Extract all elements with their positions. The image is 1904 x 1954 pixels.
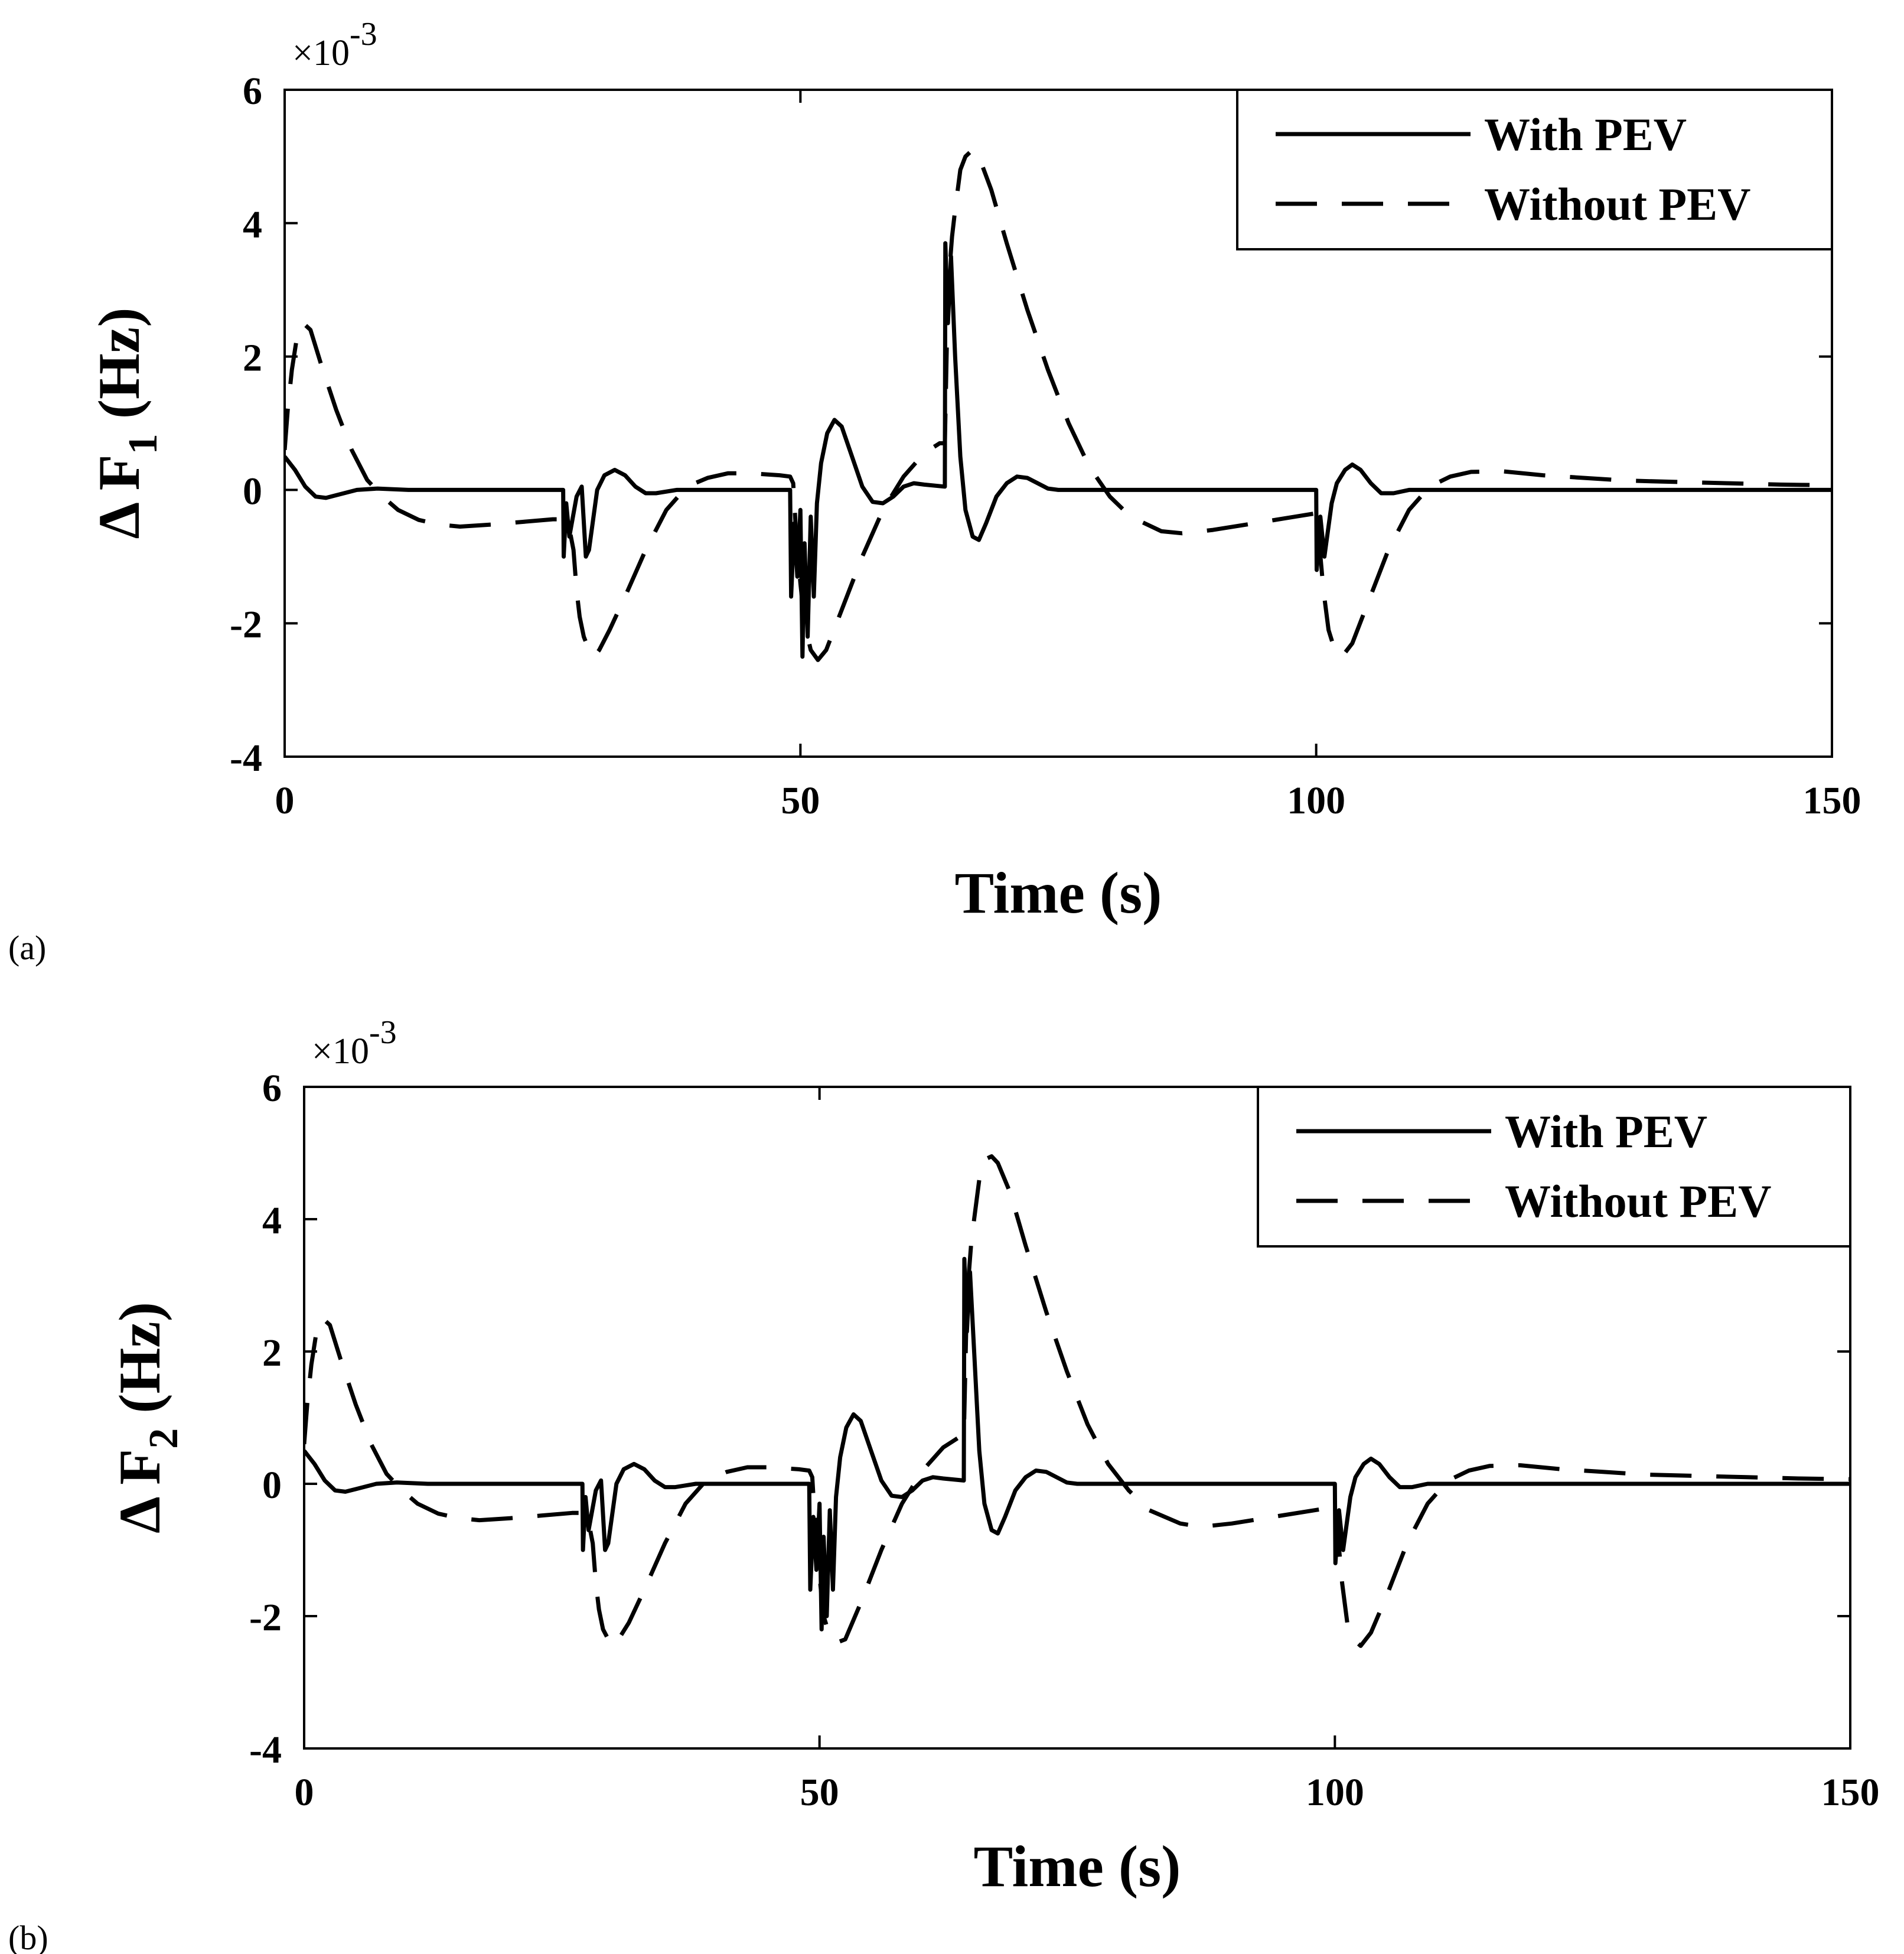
x-tick-label: 50: [781, 779, 820, 822]
x-tick-label: 150: [1803, 779, 1861, 822]
y-tick-label: -4: [230, 737, 262, 780]
y-tick-label: -4: [249, 1728, 282, 1771]
y-axis-title-main: Δ F: [107, 1449, 172, 1533]
y-axis-title-main: Δ F: [86, 454, 152, 539]
panel-label: (b): [8, 1919, 48, 1954]
y-exponent-power: -3: [369, 1014, 397, 1051]
legend-box: [1257, 1086, 1851, 1248]
legend-entry: Without PEV: [1484, 178, 1750, 230]
y-tick-label: 0: [262, 1464, 282, 1507]
series-line-with-pev: [304, 1256, 1850, 1631]
y-tick-label: -2: [230, 603, 262, 646]
x-tick-label: 50: [800, 1771, 839, 1814]
y-axis-title-unit: (Hz): [107, 1302, 172, 1428]
y-tick-label: 6: [262, 1067, 282, 1110]
y-tick-label: 6: [243, 70, 262, 113]
legend: With PEV Without PEV: [1236, 89, 1833, 250]
legend-box: [1236, 89, 1833, 250]
y-exponent-label: ×10-3: [292, 16, 377, 73]
x-tick-label: 150: [1821, 1771, 1880, 1814]
chart-panel-b: 0 50 100 150 -4 -2 0 2 4 6 ×10-3 With PEV Without PE…: [8, 1014, 1880, 1954]
y-axis-title-unit: (Hz): [86, 307, 152, 434]
y-exponent-base: ×10: [312, 1031, 369, 1072]
y-axis-title: Δ F2 (Hz): [107, 1302, 187, 1533]
legend-entry: With PEV: [1505, 1106, 1707, 1157]
y-tick-label: 2: [243, 337, 262, 380]
x-tick-label: 0: [275, 779, 295, 822]
legend-entry: With PEV: [1484, 109, 1687, 160]
series-line-without-pev: [304, 1154, 1850, 1648]
y-tick-label: 4: [243, 203, 262, 246]
x-tick-label: 100: [1306, 1771, 1364, 1814]
y-tick-label: 4: [262, 1199, 282, 1242]
x-axis-title: Time (s): [974, 1833, 1181, 1899]
y-axis-title-subscript: 2: [141, 1428, 187, 1449]
y-exponent-power: -3: [350, 16, 377, 53]
x-tick-label: 0: [295, 1771, 314, 1814]
y-axis-title: Δ F1 (Hz): [86, 307, 166, 539]
legend: With PEV Without PEV: [1257, 1086, 1851, 1248]
y-tick-label: 0: [243, 470, 262, 513]
series-line-with-pev: [285, 241, 1832, 659]
chart-panel-a: 0 50 100 150 -4 -2 0 2 4 6 ×10-3 With PEV Without PE…: [8, 16, 1861, 967]
y-tick-label: 2: [262, 1331, 282, 1375]
y-axis-title-subscript: 1: [120, 434, 166, 454]
panel-label: (a): [8, 929, 46, 967]
x-tick-label: 100: [1287, 779, 1345, 822]
x-axis-title: Time (s): [955, 860, 1162, 926]
y-exponent-label: ×10-3: [312, 1014, 397, 1072]
y-exponent-base: ×10: [292, 33, 350, 73]
y-tick-label: -2: [249, 1596, 282, 1639]
legend-entry: Without PEV: [1505, 1175, 1771, 1227]
